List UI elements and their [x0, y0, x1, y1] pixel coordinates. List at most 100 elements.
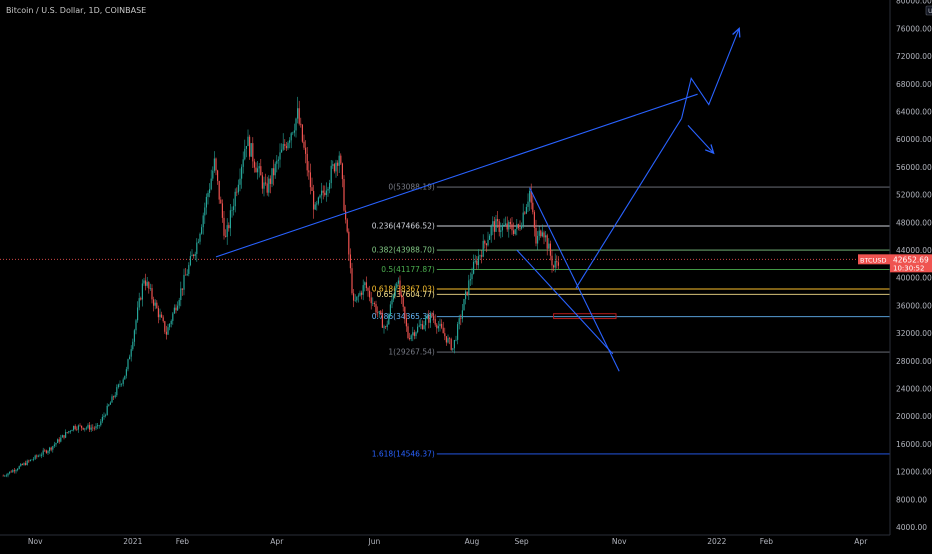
candle-body — [245, 146, 247, 149]
candle-body — [498, 221, 500, 232]
candle-body — [74, 425, 76, 429]
candle-body — [186, 273, 188, 276]
candle-body — [393, 295, 395, 300]
price-tick-label: 32000.00 — [896, 329, 932, 338]
candle-body — [380, 311, 382, 315]
candle-body — [119, 384, 121, 386]
trendline-rejection-arrow[interactable] — [687, 125, 715, 154]
candle-body — [47, 451, 49, 453]
candle-body — [309, 172, 311, 188]
trendline-support[interactable] — [215, 93, 698, 258]
candle-body — [415, 332, 417, 336]
candle-body — [237, 184, 239, 193]
candle-body — [441, 323, 443, 328]
fib-level-label: 0.786(34365.36) — [372, 312, 435, 321]
candle-body — [100, 421, 102, 426]
candle-body — [169, 324, 171, 328]
trendline-wedge-lower[interactable] — [516, 249, 614, 355]
candle-body — [357, 295, 359, 297]
candle-body — [386, 324, 388, 328]
price-tag — [890, 254, 932, 273]
candle-body — [364, 282, 366, 286]
candle-body — [10, 471, 12, 473]
candle-body — [461, 310, 463, 319]
candle-body — [154, 302, 156, 306]
candle-body — [261, 175, 263, 189]
trendline-projection-up[interactable] — [575, 118, 683, 289]
candle-body — [253, 161, 255, 168]
fib-level-label: 0.65(37604.77) — [376, 290, 434, 299]
candle-body — [180, 288, 182, 301]
price-tick-label: 72000.00 — [896, 52, 932, 61]
candle-body — [343, 179, 345, 211]
currency-badge[interactable] — [925, 5, 932, 16]
candle-body — [132, 341, 134, 350]
candle-body — [269, 178, 271, 184]
time-tick-label: Aug — [465, 537, 480, 546]
price-tick-label: 28000.00 — [896, 357, 932, 366]
candle-body — [482, 240, 484, 257]
candle-body — [551, 255, 553, 266]
price-tick-label: 20000.00 — [896, 412, 932, 421]
candle-body — [143, 280, 145, 284]
candle-body — [205, 196, 207, 208]
candle-body — [221, 203, 223, 218]
candle-body — [543, 232, 545, 238]
candle-body — [293, 130, 295, 133]
candle-body — [402, 297, 404, 307]
candle-body — [377, 312, 379, 314]
candle-body — [111, 396, 113, 403]
candle-body — [199, 233, 201, 242]
candle-body — [412, 332, 414, 336]
candle-body — [295, 118, 297, 131]
candle-body — [194, 253, 196, 257]
candle-body — [26, 460, 28, 466]
candle-body — [101, 416, 103, 422]
fibonacci-retracement[interactable]: 0(53088.19) 0.236(47466.52) 0.382(43988.70… — [372, 183, 890, 459]
candle-body — [484, 240, 486, 244]
candle-body — [159, 314, 161, 318]
candle-body — [156, 302, 158, 309]
target-box[interactable] — [553, 313, 617, 320]
candle-body — [284, 143, 286, 146]
candle-body — [322, 190, 324, 193]
time-axis[interactable]: Nov 2021 Feb Apr Jun Aug Sep Nov 2022 Feb Apr — [0, 534, 890, 546]
trendline-breakout-arrow[interactable] — [681, 28, 740, 119]
candle-body — [503, 224, 505, 226]
candle-body — [405, 317, 407, 327]
candle-body — [23, 463, 25, 465]
candle-body — [546, 235, 548, 249]
candle-body — [201, 227, 203, 234]
candle-body — [460, 318, 462, 319]
trendline-wedge-upper[interactable] — [529, 187, 620, 372]
candle-body — [31, 459, 33, 461]
candle-body — [289, 140, 291, 143]
fib-level-label: 0(53088.19) — [388, 183, 434, 192]
candle-body — [258, 166, 260, 169]
candle-body — [202, 215, 204, 228]
candle-body — [175, 307, 177, 311]
candle-body — [370, 297, 372, 304]
candle-body — [87, 425, 89, 428]
candle-body — [255, 167, 257, 173]
time-tick-label: Nov — [28, 537, 43, 546]
candle-body — [489, 235, 491, 240]
candle-body — [129, 356, 131, 360]
candle-body — [97, 425, 99, 427]
candle-body — [106, 405, 108, 416]
candle-body — [341, 163, 343, 180]
candle-body — [453, 339, 455, 349]
candle-body — [549, 243, 551, 256]
price-axis[interactable]: 4000.00 8000.00 12000.00 16000.00 20000.00 24… — [858, 0, 932, 550]
candle-body — [117, 384, 119, 388]
trendlines[interactable] — [215, 26, 741, 372]
candle-body — [33, 458, 35, 460]
candle-body — [404, 306, 406, 318]
candle-body — [367, 288, 369, 291]
candle-body — [217, 170, 219, 181]
candle-body — [13, 470, 15, 472]
candle-body — [476, 260, 478, 266]
candle-body — [290, 133, 292, 141]
